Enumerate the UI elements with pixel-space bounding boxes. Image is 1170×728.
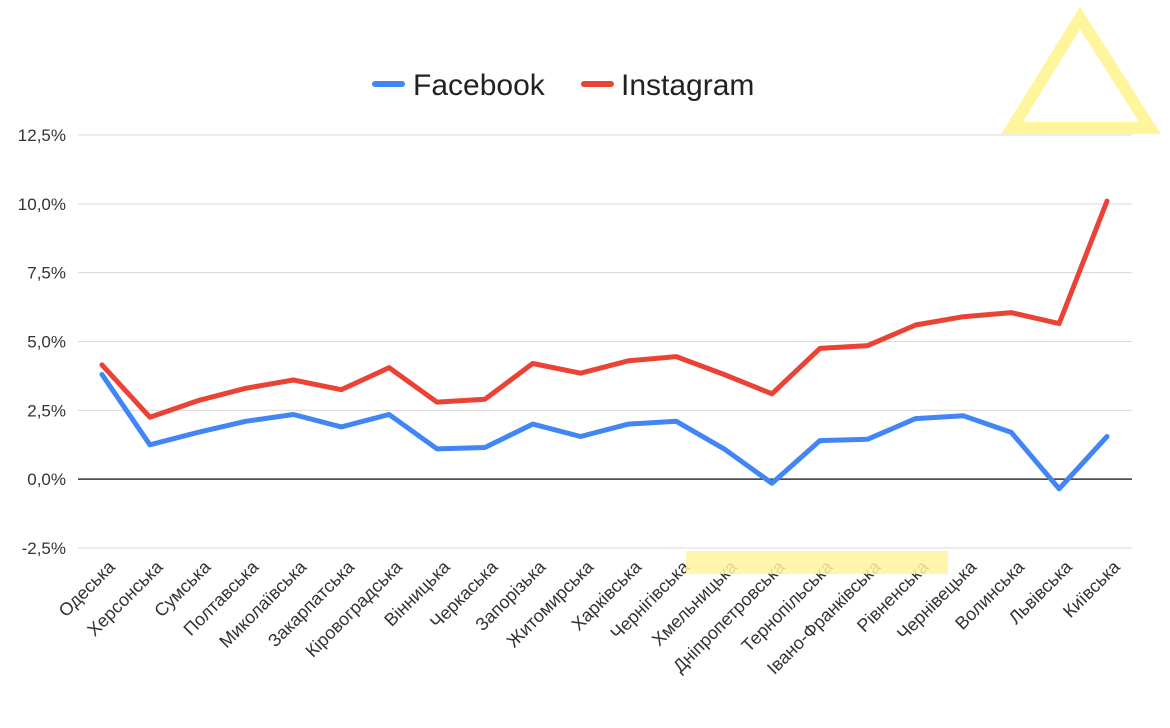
y-tick-label: 0,0% xyxy=(27,470,66,489)
y-tick-label: 2,5% xyxy=(27,401,66,420)
y-tick-label: 7,5% xyxy=(27,264,66,283)
decorations xyxy=(686,6,1161,574)
y-tick-label: -2,5% xyxy=(22,539,66,558)
y-tick-label: 12,5% xyxy=(18,126,66,145)
series-line-instagram xyxy=(99,198,1110,420)
legend-label-instagram: Instagram xyxy=(621,69,754,102)
y-tick-label: 10,0% xyxy=(18,195,66,214)
legend-item-instagram[interactable]: Instagram xyxy=(581,69,754,102)
series-line-facebook xyxy=(99,372,1110,492)
legend-label-facebook: Facebook xyxy=(413,69,546,102)
legend[interactable]: Facebook Instagram xyxy=(372,69,754,102)
y-tick-label: 5,0% xyxy=(27,333,66,352)
x-axis-ticks: ОдеськаХерсонськаСумськаПолтавськаМикола… xyxy=(55,556,1125,678)
triangle-decoration-icon xyxy=(1001,6,1161,134)
yellow-highlight-bar xyxy=(686,551,948,574)
legend-item-facebook[interactable]: Facebook xyxy=(372,69,546,102)
series-lines xyxy=(99,198,1110,492)
y-axis-ticks: -2,5% 0,0% 2,5% 5,0% 7,5% 10,0% 12,5% xyxy=(18,126,66,558)
gridlines xyxy=(78,134,1132,549)
